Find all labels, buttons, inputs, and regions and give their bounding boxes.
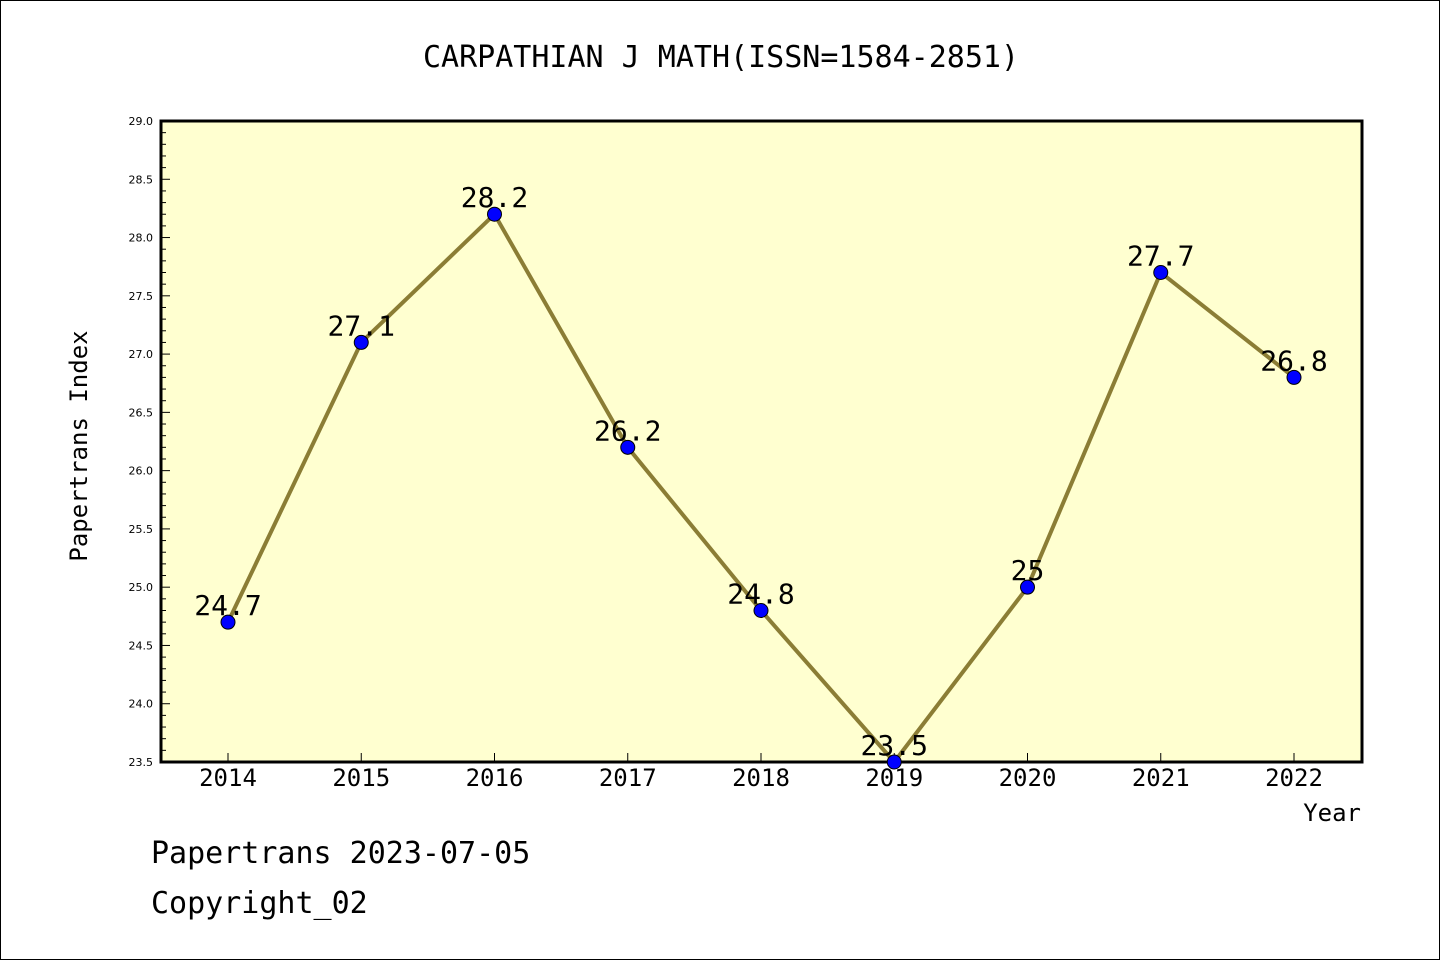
- y-tick-label: 24.0: [129, 698, 154, 711]
- data-point: [353, 334, 369, 350]
- x-tick-label: 2015: [332, 764, 390, 792]
- y-tick-label: 25.5: [129, 523, 154, 536]
- footer-copyright: Copyright_02: [151, 886, 368, 921]
- data-label: 25: [1011, 554, 1045, 587]
- data-label: 24.8: [727, 577, 794, 610]
- chart-title: CARPATHIAN J MATH(ISSN=1584-2851): [423, 40, 1019, 75]
- footer-date: Papertrans 2023-07-05: [151, 836, 531, 871]
- data-point: [1020, 579, 1035, 595]
- x-tick-label: 2017: [599, 764, 657, 792]
- data-label: 27.7: [1127, 240, 1194, 273]
- x-tick-label: 2021: [1132, 764, 1190, 792]
- y-tick-label: 28.5: [129, 173, 154, 186]
- data-point: [620, 439, 636, 455]
- data-point: [753, 602, 769, 618]
- x-axis-label: Year: [1303, 799, 1361, 827]
- data-label: 26.8: [1260, 344, 1327, 377]
- data-label: 26.2: [594, 414, 661, 447]
- y-axis-label: Papertrans Index: [65, 330, 93, 561]
- data-points: [220, 206, 1302, 770]
- y-tick-label: 23.5: [129, 756, 154, 769]
- data-label: 28.2: [461, 181, 528, 214]
- x-tick-label: 2016: [466, 764, 524, 792]
- x-tick-label: 2014: [199, 764, 257, 792]
- x-tick-label: 2020: [999, 764, 1057, 792]
- data-point: [886, 754, 902, 770]
- data-label: 24.7: [194, 589, 261, 622]
- y-tick-label: 26.5: [129, 406, 154, 419]
- y-tick-label: 26.0: [129, 465, 154, 478]
- y-tick-label: 24.5: [129, 639, 154, 652]
- y-axis: 23.5 24.0 24.5 25.0 25.5 26.0 26.5 27.0 27.5 28.0…: [129, 115, 170, 769]
- data-label: 27.1: [328, 309, 395, 342]
- y-tick-label: 27.5: [129, 290, 154, 303]
- y-tick-label: 27.0: [129, 348, 154, 361]
- y-tick-label: 29.0: [129, 115, 154, 128]
- data-point: [487, 206, 502, 222]
- data-point: [220, 614, 236, 630]
- data-labels: 24.7 27.1 28.2 26.2 24.8 23.5 25 27.7 26.8: [194, 181, 1327, 762]
- x-tick-label: 2018: [732, 764, 790, 792]
- data-point: [1286, 369, 1302, 385]
- data-label: 23.5: [861, 729, 928, 762]
- y-tick-label: 25.0: [129, 581, 154, 594]
- data-point: [1153, 265, 1169, 281]
- plot-area: [159, 119, 1364, 764]
- x-tick-label: 2022: [1265, 764, 1323, 792]
- y-tick-label: 28.0: [129, 232, 154, 245]
